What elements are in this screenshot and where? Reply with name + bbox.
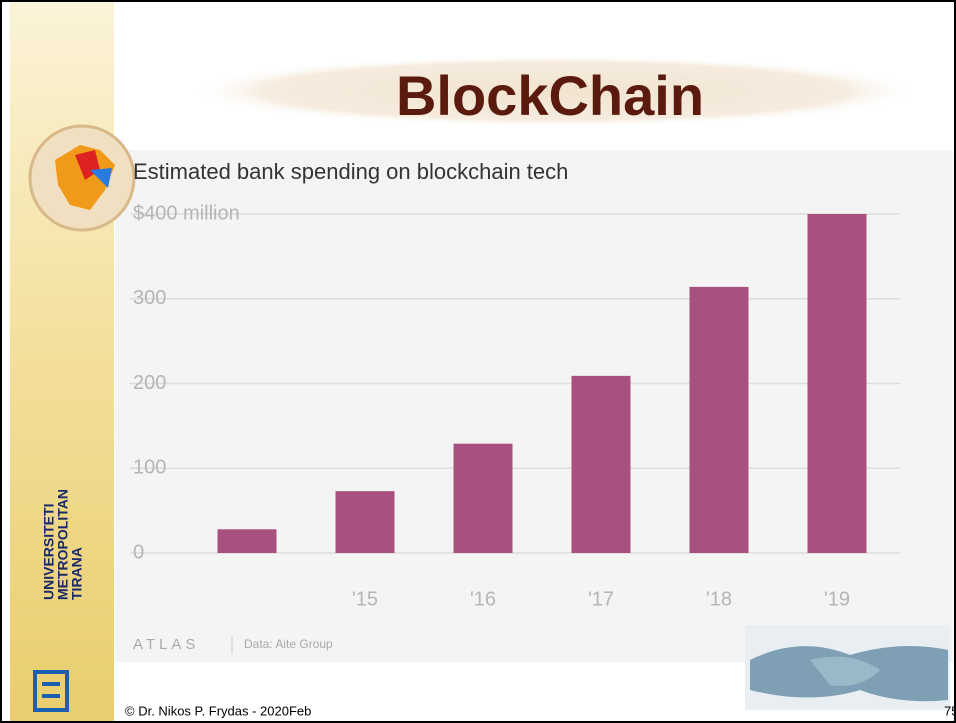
university-line: TIRANA bbox=[69, 547, 85, 600]
university-line: METROPOLITAN bbox=[55, 489, 71, 600]
chart-title: Estimated bank spending on blockchain te… bbox=[133, 159, 568, 184]
bar bbox=[453, 443, 513, 553]
title-glow bbox=[190, 55, 920, 127]
x-tick-label: '19 bbox=[824, 588, 850, 610]
university-icon bbox=[33, 670, 69, 712]
y-tick-label: 100 bbox=[133, 457, 166, 479]
slide-title: BlockChain bbox=[396, 64, 704, 127]
x-tick-label: '15 bbox=[352, 588, 378, 610]
bar bbox=[689, 286, 749, 553]
university-name: UNIVERSITETI METROPOLITAN TIRANA bbox=[41, 489, 85, 600]
x-tick-label: '18 bbox=[706, 588, 732, 610]
y-tick-label: 0 bbox=[133, 541, 144, 563]
sidebar bbox=[10, 2, 114, 721]
bar bbox=[807, 214, 867, 553]
x-tick-label: '17 bbox=[588, 588, 614, 610]
logo-splash bbox=[90, 168, 112, 188]
bar bbox=[571, 375, 631, 553]
y-tick-label: $400 million bbox=[133, 202, 240, 224]
bar bbox=[335, 491, 395, 553]
x-tick-label: '16 bbox=[470, 588, 496, 610]
bar bbox=[217, 529, 277, 553]
y-tick-label: 200 bbox=[133, 372, 166, 394]
handshake-image bbox=[745, 625, 950, 710]
brand: ATLAS bbox=[133, 636, 199, 653]
source: Data: Aite Group bbox=[244, 637, 333, 651]
y-tick-label: 300 bbox=[133, 287, 166, 309]
university-line: UNIVERSITETI bbox=[41, 504, 57, 600]
page-number: 75 bbox=[944, 703, 956, 718]
footer: © Dr. Nikos P. Frydas - 2020Feb bbox=[125, 703, 311, 718]
